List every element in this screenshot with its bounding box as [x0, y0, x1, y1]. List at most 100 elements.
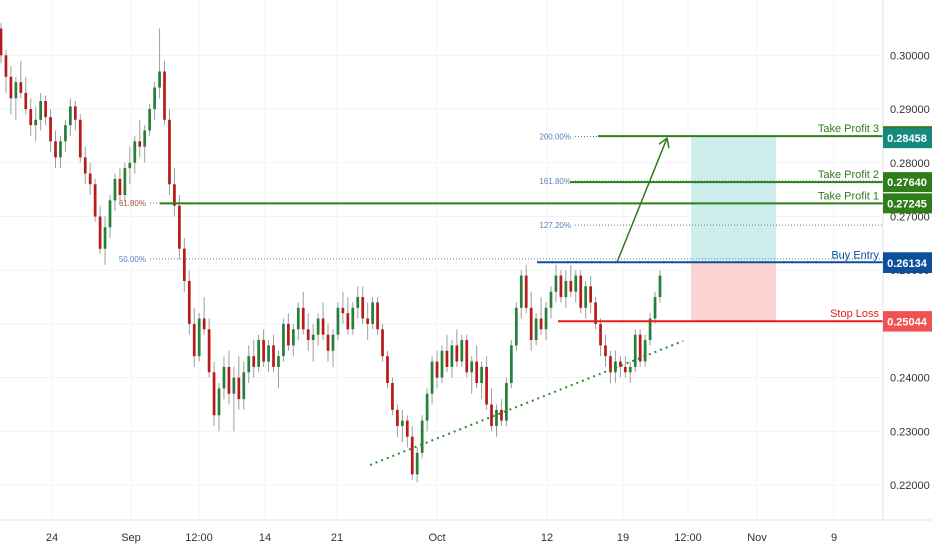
level-price-text: 0.27245 [887, 198, 927, 210]
candle-body [123, 168, 127, 195]
candle-body [376, 302, 379, 330]
candle-body [579, 275, 583, 308]
candle-body [153, 87, 156, 110]
candle-body [163, 71, 166, 120]
price-tag [883, 311, 932, 332]
candle-body [371, 302, 374, 324]
candle-body [460, 340, 464, 362]
time-axis[interactable]: 24 Sep 12:00 14 21 Oct 12 19 12:00 Nov 9 [46, 532, 837, 544]
candle-body [594, 302, 597, 324]
candle-body [599, 323, 602, 346]
candle-body [64, 125, 67, 142]
candle-body [73, 106, 77, 120]
level-lines [160, 135, 883, 323]
candle-body [178, 205, 181, 249]
fib-level-label: 127.20% [539, 221, 571, 230]
fib-level-label: 50.00% [119, 255, 146, 264]
y-tick-label: 0.27000 [890, 211, 930, 223]
candle-body [410, 436, 414, 475]
candle-body [138, 141, 142, 147]
candle-body [604, 345, 607, 357]
candle-body [187, 280, 191, 324]
price-tags: 0.28458 0.26134 0.25044 [883, 128, 932, 332]
candle-body [277, 356, 280, 367]
candle-body [475, 361, 479, 384]
level-price-text: 0.27640 [887, 177, 927, 189]
x-tick-label: 24 [46, 532, 58, 544]
candle-body [197, 318, 201, 357]
price-tag-text: 0.28458 [887, 133, 927, 145]
candle-body [534, 318, 538, 341]
candle-body [440, 350, 444, 378]
candle-body [618, 361, 622, 367]
fib-level-label: 200.00% [539, 132, 571, 141]
candle-body [267, 345, 270, 362]
fib-level-label: 161.80% [539, 177, 571, 186]
candle-body [544, 307, 548, 330]
candle-body [386, 356, 389, 384]
candle-body [44, 100, 47, 118]
x-tick-label: 9 [831, 532, 837, 544]
candle-body [0, 28, 3, 56]
candle-body [49, 117, 52, 142]
level-price-tag [883, 193, 932, 214]
x-tick-label: 12:00 [185, 532, 213, 544]
candle-body [643, 340, 647, 362]
candle-body [128, 162, 132, 169]
candle-body [282, 323, 285, 357]
candle-body [252, 356, 256, 367]
candle-body [311, 334, 315, 341]
candle-body [574, 275, 578, 292]
candle-body [232, 377, 236, 394]
candle-body [554, 275, 558, 292]
candle-body [346, 313, 350, 330]
candle-body [658, 275, 662, 298]
y-tick-label: 0.29000 [890, 104, 930, 116]
candle-body [638, 334, 642, 362]
candle-body [287, 323, 290, 346]
candle-body [83, 157, 87, 174]
candle-body [633, 334, 637, 367]
candle-body [465, 340, 469, 373]
candle-body [391, 383, 394, 410]
candle-body [435, 361, 439, 378]
x-tick-label: Sep [121, 532, 141, 544]
candle-body [39, 100, 43, 120]
level-name-label: Take Profit 3 [818, 123, 879, 135]
candle-body [445, 350, 449, 367]
candle-body [505, 383, 508, 421]
candle-body [405, 420, 409, 437]
x-tick-label: Oct [428, 532, 445, 544]
candle-body [485, 366, 488, 405]
candle-body [480, 366, 483, 384]
candle-body [182, 248, 186, 281]
candle-body [490, 404, 493, 426]
candle-body [366, 318, 370, 324]
candle-body [514, 307, 518, 346]
candle-body [237, 377, 241, 400]
candle-body [609, 356, 612, 373]
candle-body [69, 106, 72, 126]
candle-body [227, 366, 231, 394]
level-name-label: Buy Entry [831, 249, 879, 261]
candle-body [381, 329, 384, 357]
x-tick-label: 12:00 [674, 532, 702, 544]
candle-body [247, 356, 251, 373]
candle-body [425, 393, 429, 421]
candle-body [331, 334, 335, 351]
candle-body [9, 76, 13, 99]
candle-body [158, 71, 161, 88]
candle-body [415, 452, 419, 475]
candle-body [584, 286, 588, 308]
grid [0, 0, 883, 520]
candle-body [118, 178, 122, 195]
level-price-tag [883, 172, 932, 193]
candle-body [470, 361, 474, 373]
price-axis[interactable]: 0.300000.290000.280000.270000.260000.250… [890, 50, 930, 492]
candle-body [648, 318, 652, 341]
x-tick-label: Nov [747, 532, 767, 544]
candle-body [351, 307, 355, 330]
candle-body [133, 141, 137, 163]
candle-body [549, 291, 553, 308]
price-tag-text: 0.25044 [887, 317, 928, 329]
